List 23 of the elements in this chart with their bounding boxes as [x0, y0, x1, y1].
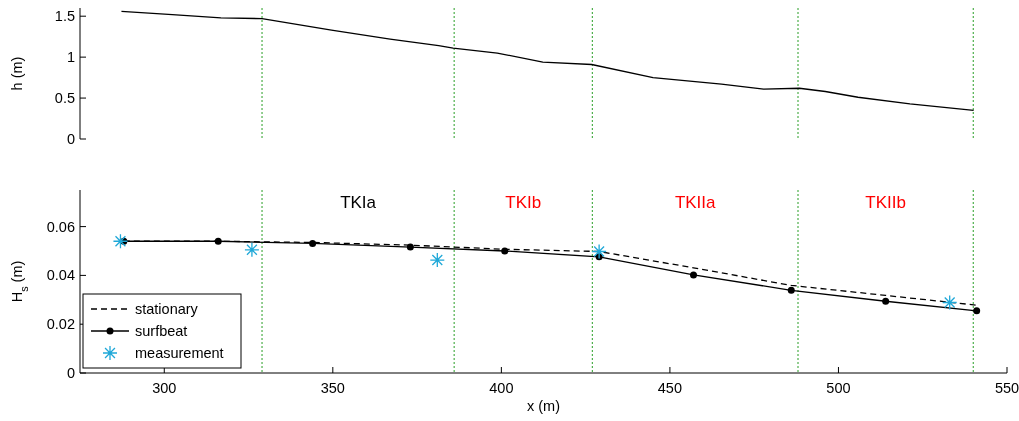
x-tick-label: 300 — [152, 380, 177, 396]
y-tick-label: 0.04 — [46, 267, 75, 284]
x-tick-label: 350 — [320, 380, 345, 396]
legend-label: stationary — [135, 301, 199, 317]
y-tick-label: 0.06 — [46, 218, 75, 235]
x-tick-label: 500 — [826, 380, 851, 396]
legend-label: measurement — [135, 345, 224, 361]
y-tick-label: 0 — [66, 365, 75, 381]
x-tick-label: 550 — [994, 380, 1019, 396]
annotation: TKIIb — [865, 193, 906, 212]
annotation: TKIb — [505, 193, 542, 212]
legend-label: surfbeat — [135, 323, 188, 339]
y-tick-label: 0 — [66, 131, 75, 147]
y-tick-label: 0.02 — [46, 316, 75, 333]
annotation: TKIa — [340, 193, 377, 212]
y-tick-label: 1.5 — [54, 8, 75, 25]
y-tick-label: 0.5 — [54, 90, 75, 107]
x-tick-label: 400 — [489, 380, 514, 396]
y-axis-title: h (m) — [9, 56, 25, 91]
annotation: TKIIa — [674, 193, 717, 212]
x-axis-title: x (m) — [526, 398, 561, 414]
x-tick-label: 450 — [657, 380, 683, 396]
y-tick-label: 1 — [66, 49, 75, 66]
